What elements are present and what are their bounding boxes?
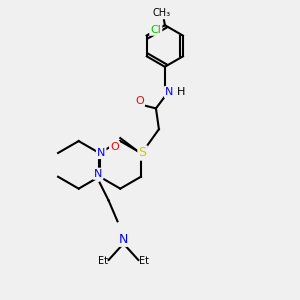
Text: H: H xyxy=(177,87,185,97)
Text: N: N xyxy=(97,148,105,158)
Text: S: S xyxy=(139,146,147,160)
Text: N: N xyxy=(119,233,128,246)
Text: N: N xyxy=(165,87,173,97)
Text: CH₃: CH₃ xyxy=(153,8,171,18)
Text: N: N xyxy=(94,169,102,179)
Text: Et: Et xyxy=(139,256,149,266)
Text: O: O xyxy=(135,96,144,106)
Text: Cl: Cl xyxy=(150,25,161,34)
Text: O: O xyxy=(110,142,119,152)
Text: Et: Et xyxy=(98,256,108,266)
